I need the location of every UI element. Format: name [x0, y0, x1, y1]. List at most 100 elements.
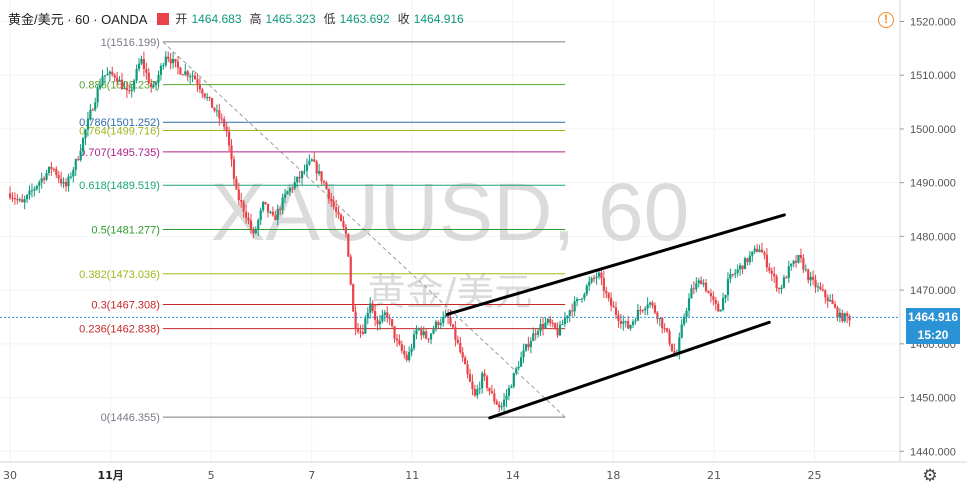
candle-body: [364, 318, 367, 334]
candle-body: [98, 85, 102, 89]
candle-body: [794, 260, 798, 263]
candle-body: [25, 194, 29, 200]
candle-body: [753, 248, 756, 252]
candle-body: [687, 298, 691, 311]
trend-channel[interactable]: [445, 213, 786, 420]
candle-body: [773, 273, 776, 277]
candle-body: [468, 373, 472, 382]
time-tick-label: 5: [208, 469, 215, 482]
candle-body: [147, 72, 150, 84]
candle-body: [575, 299, 579, 302]
candle-body: [527, 344, 530, 348]
fib-level-label: 0.886(1508.237): [79, 80, 160, 92]
candle-body: [21, 199, 24, 203]
candle-body: [283, 194, 287, 198]
candle-body: [232, 159, 236, 179]
candle-body: [142, 58, 145, 70]
candle-body: [77, 159, 80, 161]
candle-body: [668, 331, 671, 344]
candle-body: [371, 303, 374, 312]
candle-body: [257, 220, 260, 230]
candle-body: [74, 159, 77, 170]
candle-body: [322, 181, 326, 183]
candle-body: [191, 75, 194, 77]
candle-body: [230, 145, 233, 160]
candle-body: [459, 342, 462, 353]
candle-body: [137, 63, 141, 69]
candle-body: [515, 368, 518, 374]
fib-level-label: 0.382(1473.036): [79, 269, 160, 281]
candle-body: [505, 395, 508, 400]
candle-body: [490, 391, 493, 394]
candle-body: [442, 317, 445, 324]
candle-body: [551, 323, 554, 325]
price-tick-label: 1510.000: [910, 70, 956, 82]
candle-body: [96, 88, 99, 103]
price-tick-label: 1480.000: [910, 231, 956, 243]
candle-body: [700, 280, 703, 285]
candle-body: [802, 257, 805, 270]
candle-body: [760, 249, 764, 253]
price-tick-label: 1500.000: [910, 124, 956, 136]
candle-body: [595, 276, 598, 279]
trendline[interactable]: [445, 213, 786, 316]
symbol-title[interactable]: 黄金/美元 · 60 · OANDA: [8, 12, 148, 27]
candle-body: [13, 198, 17, 200]
high-label: 高: [249, 12, 262, 26]
open-value: 1464.683: [191, 11, 242, 26]
candle-body: [86, 118, 90, 130]
candle-body: [354, 311, 357, 329]
candle-body: [40, 178, 43, 183]
candle-body: [519, 357, 523, 367]
candle-body: [176, 61, 180, 68]
candle-body: [162, 65, 165, 67]
candle-body: [388, 317, 391, 320]
candle-body: [381, 315, 384, 322]
candle-body: [605, 290, 608, 294]
candle-body: [833, 304, 837, 308]
candle-body: [580, 298, 584, 300]
candle-body: [189, 76, 192, 78]
candle-body: [201, 89, 204, 94]
candle-body: [741, 265, 744, 270]
candle-body: [534, 333, 537, 335]
candle-body: [816, 286, 820, 288]
candle-body: [585, 285, 588, 295]
candle-body: [342, 221, 345, 227]
candle-body: [145, 69, 148, 73]
fibonacci-retracement[interactable]: 1(1516.199) 0.886(1508.237) 0.786(1501.252…: [79, 37, 566, 424]
candle-body: [186, 71, 189, 77]
candle-body: [157, 74, 160, 83]
candle-body: [809, 276, 812, 281]
candle-body: [184, 71, 187, 75]
candle-body: [296, 176, 299, 183]
candle-body: [751, 251, 754, 256]
candle-body: [590, 277, 593, 282]
candle-body: [712, 296, 715, 300]
candle-body: [310, 159, 313, 161]
candle-body: [128, 90, 131, 92]
candle-body: [831, 299, 834, 305]
trendline[interactable]: [488, 320, 771, 420]
candle-body: [758, 249, 761, 252]
candle-body: [488, 387, 491, 392]
gear-icon[interactable]: ⚙: [922, 466, 938, 485]
candle-body: [641, 310, 644, 312]
candle-body: [695, 283, 698, 290]
candle-body: [369, 303, 372, 313]
watermark-name: 黄金/美元: [368, 270, 533, 314]
candle-body: [483, 373, 486, 377]
candle-body: [94, 102, 97, 110]
candle-body: [790, 263, 793, 267]
candle-body: [578, 299, 581, 301]
candle-body: [386, 312, 389, 318]
candle-body: [344, 226, 347, 234]
candle-body: [627, 321, 630, 329]
warning-circle-icon[interactable]: !: [878, 12, 894, 28]
fib-level-label: 1(1516.199): [101, 37, 160, 49]
candle-body: [838, 312, 841, 318]
candle-body: [252, 229, 255, 234]
candle-body: [28, 190, 31, 195]
